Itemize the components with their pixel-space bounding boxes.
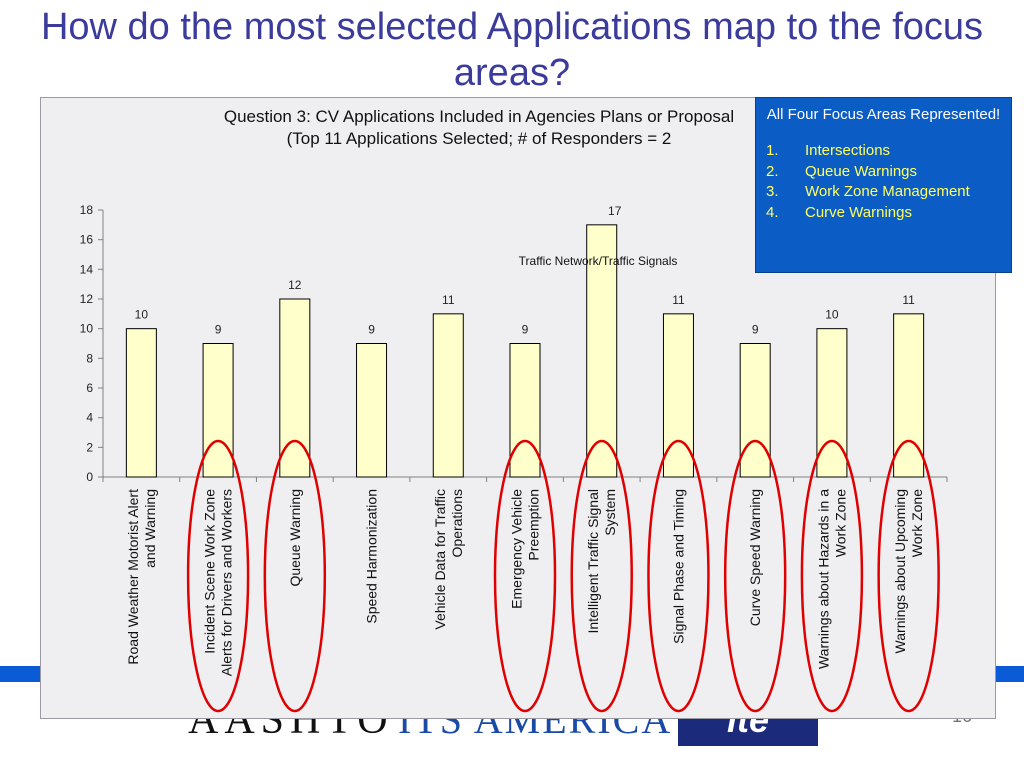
focus-area-number: 1. bbox=[766, 142, 779, 159]
chart-annotation: Traffic Network/Traffic Signals bbox=[519, 254, 678, 268]
x-tick-label: Curve Speed Warning bbox=[747, 489, 763, 626]
data-label: 10 bbox=[825, 308, 839, 322]
data-label: 11 bbox=[442, 293, 455, 307]
bar bbox=[816, 328, 848, 478]
bar bbox=[509, 343, 541, 478]
x-tick-label: Warnings about UpcomingWork Zone bbox=[892, 489, 925, 654]
y-tick-label: 6 bbox=[86, 381, 93, 395]
y-tick-label: 4 bbox=[86, 411, 93, 425]
slide-title: How do the most selected Applications ma… bbox=[40, 6, 984, 94]
data-label: 10 bbox=[135, 308, 149, 322]
x-tick-label: Intelligent Traffic SignalSystem bbox=[585, 489, 618, 634]
focus-areas-callout: All Four Focus Areas Represented! 1. Inte… bbox=[755, 97, 1012, 273]
x-tick-label: Speed Harmonization bbox=[364, 489, 380, 624]
y-tick-label: 10 bbox=[80, 322, 94, 336]
focus-area-item: 2. Queue Warnings bbox=[766, 162, 1001, 183]
bar bbox=[662, 313, 694, 478]
x-tick-label: Queue Warning bbox=[287, 489, 303, 587]
bar-chart: 0 2 4 6 8 10 12 14 16 18 10 Road Weather Motorist A… bbox=[80, 203, 948, 713]
bar bbox=[586, 224, 618, 478]
highlight-ellipse bbox=[723, 439, 787, 713]
highlight-ellipse bbox=[647, 439, 710, 713]
highlight-ellipse bbox=[570, 439, 633, 713]
bar bbox=[202, 343, 234, 478]
bar bbox=[356, 343, 388, 478]
chart-title-line-1: Question 3: CV Applications Included in … bbox=[223, 107, 735, 126]
y-tick-label: 18 bbox=[80, 203, 94, 217]
chart-title-line-2: (Top 11 Applications Selected; # of Resp… bbox=[286, 129, 672, 148]
chart-title: Question 3: CV Applications Included in … bbox=[159, 106, 799, 150]
footer-logos: AASHTO ITS AMERICA ite 16 bbox=[0, 690, 1024, 768]
data-label: 9 bbox=[752, 323, 759, 337]
data-label: 12 bbox=[288, 278, 302, 292]
data-label: 9 bbox=[368, 323, 375, 337]
focus-area-item: 1. Intersections bbox=[766, 141, 1001, 162]
highlight-ellipse bbox=[493, 439, 557, 713]
bar bbox=[739, 343, 771, 478]
focus-area-label: Intersections bbox=[805, 142, 891, 159]
data-label: 11 bbox=[672, 293, 685, 307]
callout-heading: All Four Focus Areas Represented! bbox=[766, 106, 1001, 123]
data-label: 17 bbox=[608, 204, 622, 218]
highlight-ellipse bbox=[186, 439, 250, 713]
x-tick-label: Incident Scene Work ZoneAlerts for Drive… bbox=[202, 489, 235, 676]
focus-area-number: 3. bbox=[766, 183, 779, 200]
bar bbox=[893, 313, 925, 478]
highlight-ellipse bbox=[263, 439, 327, 713]
focus-area-item: 3. Work Zone Management bbox=[766, 182, 1001, 203]
focus-area-list: 1. Intersections 2. Queue Warnings 3. Work … bbox=[766, 141, 1001, 223]
data-label: 9 bbox=[522, 323, 529, 337]
focus-area-label: Queue Warnings bbox=[805, 162, 918, 180]
data-label: 11 bbox=[902, 293, 915, 307]
focus-area-number: 4. bbox=[766, 203, 779, 221]
y-tick-label: 16 bbox=[80, 233, 94, 247]
focus-area-label: Curve Warnings bbox=[805, 203, 912, 221]
x-tick-label: Vehicle Data for TrafficOperations bbox=[432, 489, 465, 630]
y-tick-label: 0 bbox=[86, 470, 93, 484]
y-tick-label: 8 bbox=[86, 351, 93, 365]
x-tick-label: Road Weather Motorist Alertand Warning bbox=[125, 489, 158, 665]
y-tick-label: 2 bbox=[86, 440, 93, 454]
bar bbox=[125, 328, 157, 478]
focus-area-label: Work Zone Management bbox=[805, 183, 970, 200]
highlight-ellipse bbox=[877, 439, 940, 713]
y-tick-label: 14 bbox=[80, 262, 94, 276]
x-tick-label: Signal Phase and Timing bbox=[670, 489, 686, 644]
highlight-ellipse bbox=[800, 439, 864, 713]
x-tick-label: Emergency VehiclePreemption bbox=[509, 489, 542, 609]
x-tick-label: Warnings about Hazards in aWork Zone bbox=[815, 489, 848, 669]
focus-area-item: 4. Curve Warnings bbox=[766, 203, 1001, 224]
data-label: 9 bbox=[215, 323, 222, 337]
focus-area-number: 2. bbox=[766, 162, 779, 180]
bar bbox=[432, 313, 464, 478]
y-tick-label: 12 bbox=[80, 292, 94, 306]
